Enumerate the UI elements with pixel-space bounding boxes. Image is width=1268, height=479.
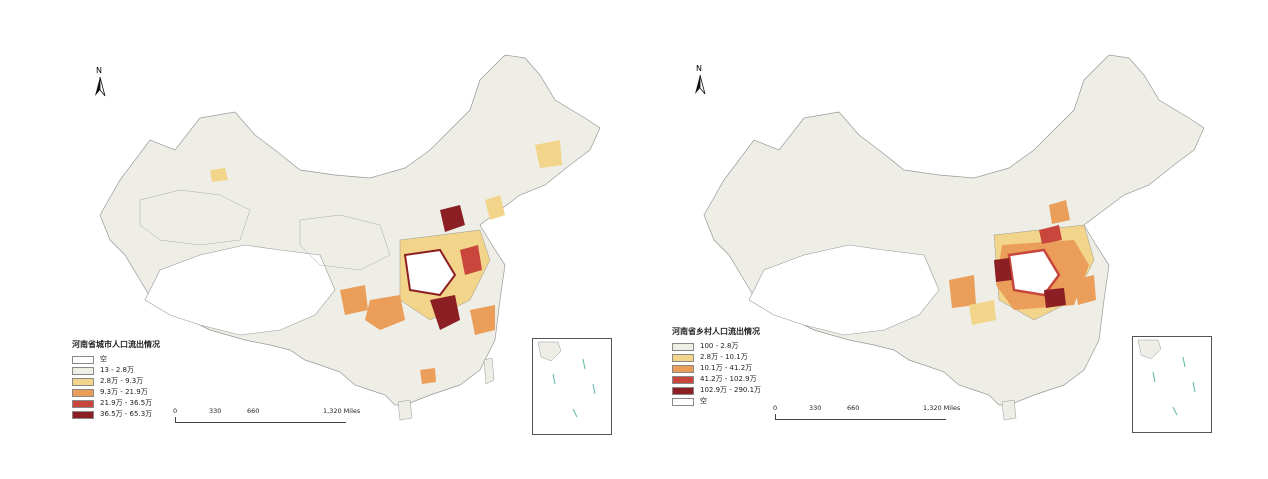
legend-item: 2.8万 - 10.1万 [672, 352, 761, 363]
legend-item: 102.9万 - 290.1万 [672, 385, 761, 396]
legend-swatch [72, 366, 94, 375]
legend-item: 13 - 2.8万 [72, 365, 160, 376]
china-outline [99, 54, 601, 421]
legend-swatch [72, 399, 94, 408]
north-arrow-icon: N [92, 66, 108, 100]
legend-label: 21.9万 - 36.5万 [100, 399, 153, 407]
legend-label: 36.5万 - 65.3万 [100, 410, 153, 418]
legend-swatch [72, 377, 94, 386]
legend-swatch [672, 353, 694, 362]
legend-item: 41.2万 - 102.9万 [672, 374, 761, 385]
legend-swatch [672, 342, 694, 351]
legend-item: 空 [672, 396, 761, 407]
legend-swatch [672, 375, 694, 384]
legend-item: 21.9万 - 36.5万 [72, 398, 160, 409]
rural-map-canvas [703, 54, 1205, 421]
china-outline [703, 54, 1205, 421]
legend-label: 2.8万 - 10.1万 [700, 353, 748, 361]
urban-legend-title: 河南省城市人口流出情况 [72, 339, 160, 349]
north-arrow-shape [95, 76, 106, 97]
legend-label: 13 - 2.8万 [100, 366, 135, 374]
south-china-sea-inset [532, 338, 612, 435]
legend-label: 2.8万 - 9.3万 [100, 377, 144, 385]
legend-item: 10.1万 - 41.2万 [672, 363, 761, 374]
legend-item: 100 - 2.8万 [672, 341, 761, 352]
legend-item: 2.8万 - 9.3万 [72, 376, 160, 387]
north-arrow-shape [695, 74, 706, 95]
legend-label: 空 [700, 397, 707, 405]
legend-label: 41.2万 - 102.9万 [700, 375, 757, 383]
urban-legend: 河南省城市人口流出情况 空 13 - 2.8万 2.8万 - 9.3万 9.3万 - … [72, 340, 160, 420]
legend-item: 9.3万 - 21.9万 [72, 387, 160, 398]
legend-swatch [672, 397, 694, 406]
south-china-sea-inset [1132, 336, 1212, 433]
urban-outflow-map-panel: N 河南省城市人口流出情况 空 13 - 2.8万 2.8万 - 9.3万 9.3万 … [72, 54, 612, 435]
legend-item: 空 [72, 354, 160, 365]
urban-map-canvas [99, 54, 601, 421]
legend-swatch [72, 355, 94, 364]
legend-label: 空 [100, 355, 107, 363]
rural-legend-title: 河南省乡村人口流出情况 [672, 326, 760, 336]
legend-swatch [672, 364, 694, 373]
legend-item: 36.5万 - 65.3万 [72, 409, 160, 420]
legend-label: 100 - 2.8万 [700, 342, 739, 350]
legend-label: 10.1万 - 41.2万 [700, 364, 753, 372]
legend-swatch [72, 410, 94, 419]
legend-label: 9.3万 - 21.9万 [100, 388, 148, 396]
rural-legend: 河南省乡村人口流出情况 100 - 2.8万 2.8万 - 10.1万 10.1万 … [672, 327, 761, 407]
north-arrow-icon: N [692, 64, 708, 98]
legend-label: 102.9万 - 290.1万 [700, 386, 762, 394]
legend-swatch [72, 388, 94, 397]
inset-map [1137, 339, 1196, 416]
legend-swatch [672, 386, 694, 395]
rural-outflow-map-panel: N 河南省乡村人口流出情况 100 - 2.8万 2.8万 - 10.1万 10.1… [634, 0, 1268, 479]
inset-map [537, 341, 596, 418]
